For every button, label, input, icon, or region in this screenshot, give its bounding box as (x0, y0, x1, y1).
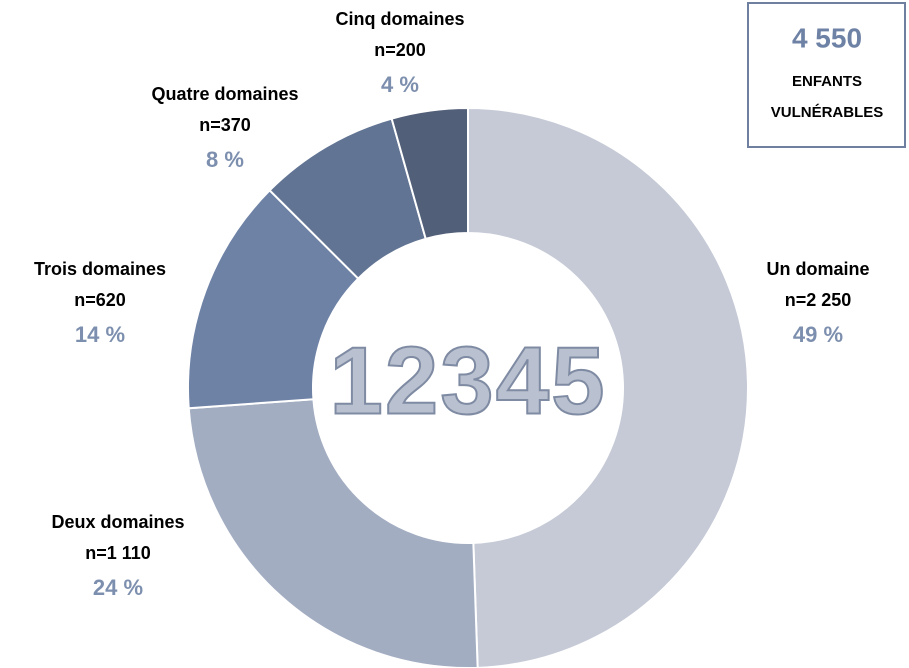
slice-percent: 14 % (75, 322, 125, 347)
total: 4 550 (792, 22, 862, 53)
slice-name: Un domaine (766, 259, 869, 279)
slice (187, 188, 360, 410)
slice (187, 398, 479, 668)
slice-name: Cinq domaines (335, 9, 464, 29)
slice-percent: 24 % (93, 575, 143, 600)
slice-percent: 49 % (793, 322, 843, 347)
slice-count: n=200 (374, 40, 426, 60)
slice-count: n=370 (199, 115, 251, 135)
slice-percent: 8 % (206, 147, 244, 172)
slice-count: n=2 250 (785, 290, 852, 310)
slice-name: Trois domaines (34, 259, 166, 279)
center-text: 12345 (330, 327, 607, 434)
slice (467, 106, 749, 668)
slice-count: n=1 110 (85, 543, 151, 563)
slice-name: Quatre domaines (151, 84, 298, 104)
total-label: ENFANTS (792, 73, 862, 90)
slice (390, 106, 469, 241)
total-box (747, 2, 906, 148)
slice-name: Deux domaines (51, 512, 184, 532)
slice-count: n=620 (74, 290, 126, 310)
total-label: VULNÉRABLES (771, 104, 884, 121)
slice-percent: 4 % (381, 72, 419, 97)
